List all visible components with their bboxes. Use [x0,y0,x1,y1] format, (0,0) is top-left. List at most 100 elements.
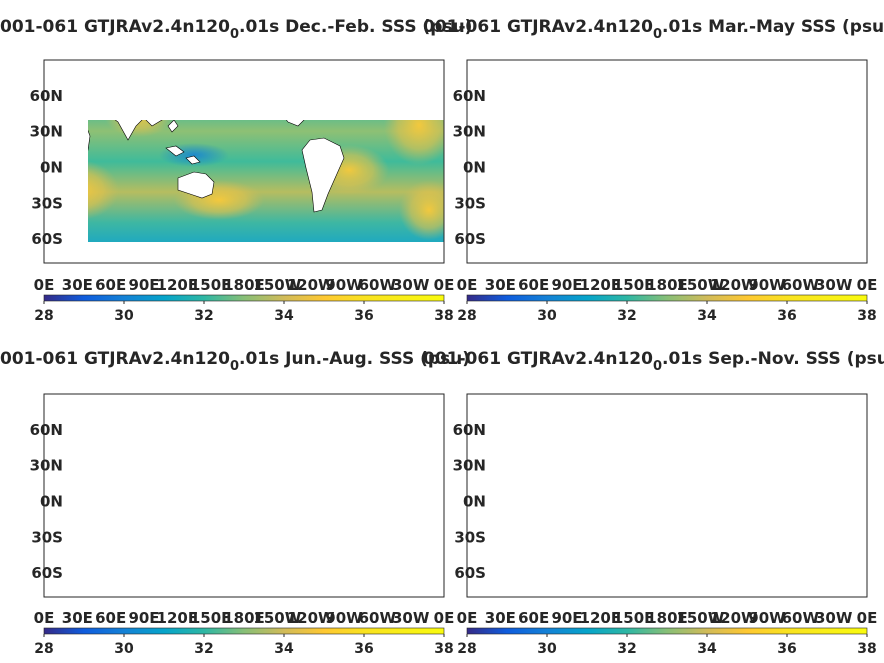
map-panels: 001-061 GTJRAv2.4n1200.01s Dec.-Feb. SSS… [0,17,884,657]
lon-tick-label: 30E [485,609,516,627]
panel-title-subscript: 0 [653,359,662,374]
panel-title-suffix: .01s Dec.-Feb. SSS (psu) [239,17,472,37]
lon-tick-label: 30E [62,276,93,294]
salinity-map [467,60,867,263]
colorbar-tick-label: 36 [354,308,373,324]
map-frame [466,393,868,598]
map-frame [43,59,445,264]
lon-tick-label: 90E [128,609,159,627]
lon-tick-label: 180E [646,276,688,294]
lat-tick-label: 0N [40,158,63,176]
lat-tick-label: 60N [453,421,486,439]
panel-title-prefix: 001-061 GTJRAv2.4n120 [0,349,230,369]
lat-tick-label: 0N [40,492,63,510]
colorbar-tick-label: 32 [194,641,213,657]
lon-tick-label: 90E [551,609,582,627]
panel-title: 001-061 GTJRAv2.4n1200.01s Mar.-May SSS … [423,17,884,42]
lon-tick-label: 90W [325,276,363,294]
panel-title-suffix: .01s Jun.-Aug. SSS (psu) [239,349,470,369]
lon-tick-label: 150W [676,276,724,294]
lat-tick-label: 30S [454,194,486,212]
lon-tick-label: 0E [434,276,455,294]
panel-title-subscript: 0 [230,359,239,374]
lat-tick-label: 60N [453,87,486,105]
lon-tick-label: 60E [518,276,549,294]
lat-tick-label: 60S [454,230,486,248]
lon-tick-label: 120W [287,609,335,627]
lon-tick-label: 30W [815,609,853,627]
lon-tick-label: 0E [857,609,878,627]
lon-tick-label: 60W [782,609,820,627]
colorbar-tick-label: 34 [274,641,294,657]
salinity-map [44,60,444,263]
colorbar-tick-label: 34 [697,308,717,324]
lon-tick-label: 60E [518,609,549,627]
panel-title: 001-061 GTJRAv2.4n1200.01s Dec.-Feb. SSS… [0,17,472,42]
lon-tick-label: 60W [359,609,397,627]
colorbar-tick-label: 28 [457,641,476,657]
lat-tick-label: 30S [454,528,486,546]
colorbar-tick-label: 28 [34,308,53,324]
colorbar-tick-label: 38 [434,641,453,657]
lat-tick-label: 60S [31,564,63,582]
lon-tick-label: 90W [748,276,786,294]
colorbar-tick-label: 34 [274,308,294,324]
lon-tick-label: 90E [128,276,159,294]
colorbar [43,627,445,635]
lon-tick-label: 60W [359,276,397,294]
lon-tick-label: 180E [223,276,265,294]
lon-tick-label: 150W [676,609,724,627]
lon-tick-label: 150W [253,276,301,294]
colorbar [466,627,868,635]
panel-title: 001-061 GTJRAv2.4n1200.01s Jun.-Aug. SSS… [0,349,470,374]
lat-tick-label: 0N [463,158,486,176]
lat-tick-label: 60S [31,230,63,248]
lon-tick-label: 60W [782,276,820,294]
lon-tick-label: 0E [857,276,878,294]
panel-title-subscript: 0 [230,27,239,42]
colorbar-tick-label: 30 [537,308,557,324]
lon-tick-label: 60E [95,276,126,294]
panel-title-suffix: .01s Mar.-May SSS (psu) [662,17,884,37]
colorbar-tick-label: 36 [354,641,373,657]
lon-tick-label: 150E [613,276,655,294]
lon-tick-label: 180E [646,609,688,627]
lon-tick-label: 120W [287,276,335,294]
lon-tick-label: 30W [815,276,853,294]
map-frame [466,59,868,264]
lon-tick-label: 150E [190,609,232,627]
lon-tick-label: 90W [748,609,786,627]
colorbar-tick-label: 38 [857,641,876,657]
lat-tick-label: 60S [454,564,486,582]
colorbar-tick-label: 38 [857,308,876,324]
lat-tick-label: 30S [31,528,63,546]
colorbar-tick-label: 30 [537,641,557,657]
lon-tick-label: 0E [434,609,455,627]
lat-tick-label: 30N [30,457,63,475]
lon-tick-label: 0E [457,609,478,627]
colorbar-tick-label: 32 [194,308,213,324]
lon-tick-label: 150E [613,609,655,627]
lon-tick-label: 120E [157,609,199,627]
colorbar [43,294,445,302]
lon-tick-label: 120W [710,609,758,627]
lon-tick-label: 30E [485,276,516,294]
lon-tick-label: 120W [710,276,758,294]
lat-tick-label: 30N [453,457,486,475]
lon-tick-label: 120E [580,609,622,627]
salinity-map [44,394,444,597]
map-panel: 001-061 GTJRAv2.4n1200.01s Mar.-May SSS … [423,17,884,324]
panel-title: 001-061 GTJRAv2.4n1200.01s Sep.-Nov. SSS… [423,349,884,374]
colorbar-tick-label: 34 [697,641,717,657]
colorbar-tick-label: 30 [114,308,134,324]
colorbar-tick-label: 38 [434,308,453,324]
colorbar-tick-label: 28 [34,641,53,657]
lat-tick-label: 60N [30,87,63,105]
map-frame [43,393,445,598]
salinity-map [467,394,867,597]
lon-tick-label: 150E [190,276,232,294]
colorbar-tick-label: 28 [457,308,476,324]
map-panel: 001-061 GTJRAv2.4n1200.01s Dec.-Feb. SSS… [0,17,472,324]
lon-tick-label: 90W [325,609,363,627]
